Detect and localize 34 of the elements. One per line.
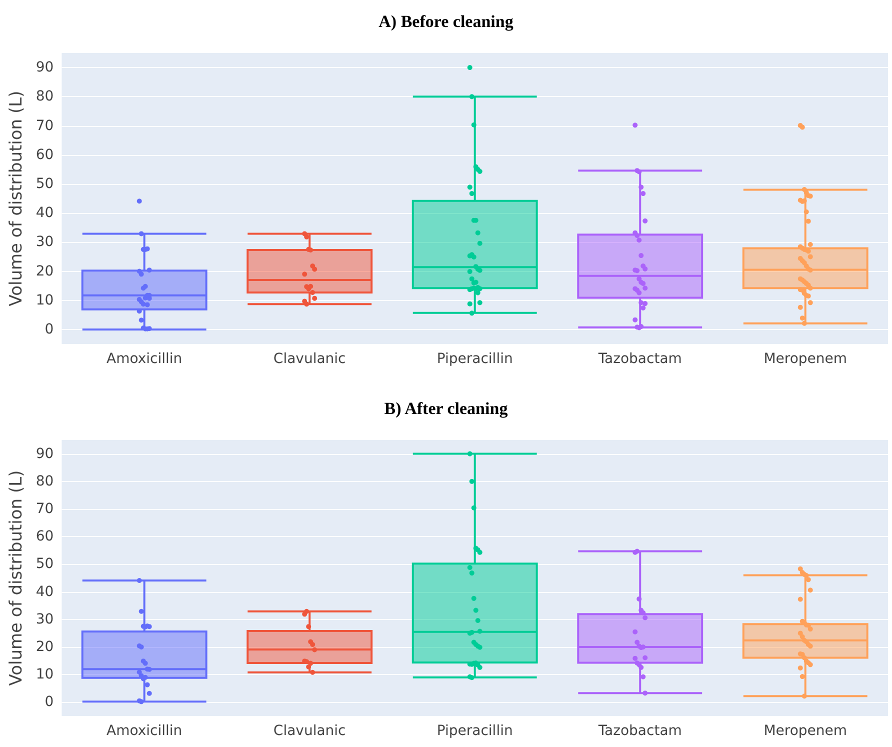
- x-tick-label: Amoxicillin: [106, 351, 182, 367]
- y-tick-label: 40: [36, 205, 54, 222]
- y-tick-label: 20: [36, 639, 54, 655]
- y-tick-label: 60: [36, 528, 54, 545]
- y-tick-label: 90: [36, 446, 54, 462]
- x-tick-label: Tazobactam: [597, 723, 682, 739]
- x-tick-label: Meropenem: [764, 351, 848, 367]
- y-tick-label: 40: [36, 584, 54, 600]
- x-tick-label: Clavulanic: [273, 723, 346, 739]
- y-tick-label: 70: [36, 118, 54, 134]
- x-tick-label: Tazobactam: [597, 351, 682, 367]
- chart-title: B) After cleaning: [384, 399, 508, 418]
- y-tick-label: 50: [36, 556, 54, 572]
- y-axis-title: Volume of distribution (L): [6, 470, 26, 686]
- y-tick-label: 0: [44, 321, 54, 338]
- chart-title: A) Before cleaning: [378, 12, 514, 31]
- y-tick-label: 80: [36, 88, 54, 105]
- y-tick-label: 90: [36, 60, 54, 76]
- y-axis-title: Volume of distribution (L): [6, 90, 26, 306]
- x-tick-label: Piperacillin: [436, 351, 513, 367]
- y-tick-label: 30: [36, 234, 54, 250]
- y-tick-label: 30: [36, 611, 54, 628]
- y-tick-label: 10: [36, 666, 54, 683]
- y-tick-label: 60: [36, 146, 54, 163]
- x-tick-label: Clavulanic: [273, 351, 346, 367]
- x-tick-label: Piperacillin: [436, 723, 513, 739]
- x-tick-label: Meropenem: [764, 723, 848, 739]
- x-tick-label: Amoxicillin: [106, 723, 182, 739]
- y-tick-label: 0: [44, 694, 54, 710]
- y-tick-label: 10: [36, 292, 54, 308]
- y-tick-label: 80: [36, 473, 54, 490]
- y-tick-label: 20: [36, 263, 54, 280]
- y-tick-label: 50: [36, 176, 54, 192]
- y-tick-label: 70: [36, 501, 54, 517]
